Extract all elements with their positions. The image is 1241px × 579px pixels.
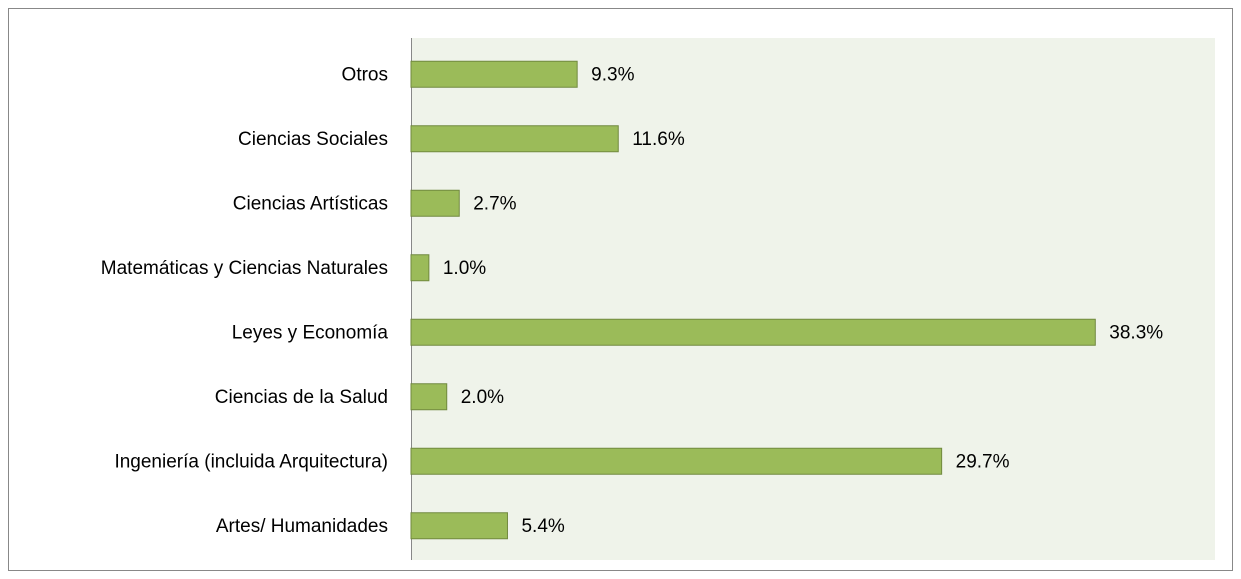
data-label: 2.7% — [473, 193, 516, 214]
data-label: 2.0% — [461, 387, 504, 408]
data-label: 1.0% — [443, 258, 486, 279]
bar — [410, 60, 578, 88]
data-label: 38.3% — [1109, 322, 1163, 343]
y-tick-label: Artes/ Humanidades — [216, 516, 388, 537]
y-tick-label: Otros — [342, 64, 388, 85]
bar — [410, 318, 1096, 346]
y-tick-label: Ciencias de la Salud — [215, 387, 388, 408]
y-tick-label: Ciencias Sociales — [238, 129, 388, 150]
data-label: 9.3% — [591, 64, 634, 85]
bar — [410, 383, 448, 411]
bar — [410, 512, 508, 540]
y-tick-label: Leyes y Economía — [232, 322, 389, 343]
y-tick-label: Ciencias Artísticas — [233, 193, 388, 214]
data-label: 11.6% — [632, 129, 685, 150]
data-label: 29.7% — [956, 451, 1010, 472]
bar — [410, 189, 460, 217]
y-tick-label: Ingeniería (incluida Arquitectura) — [114, 451, 388, 472]
bar — [410, 254, 430, 282]
bar — [410, 125, 619, 153]
bar — [410, 447, 943, 475]
y-tick-label: Matemáticas y Ciencias Naturales — [101, 258, 388, 279]
data-label: 5.4% — [521, 516, 564, 537]
plot-area — [411, 38, 1215, 560]
